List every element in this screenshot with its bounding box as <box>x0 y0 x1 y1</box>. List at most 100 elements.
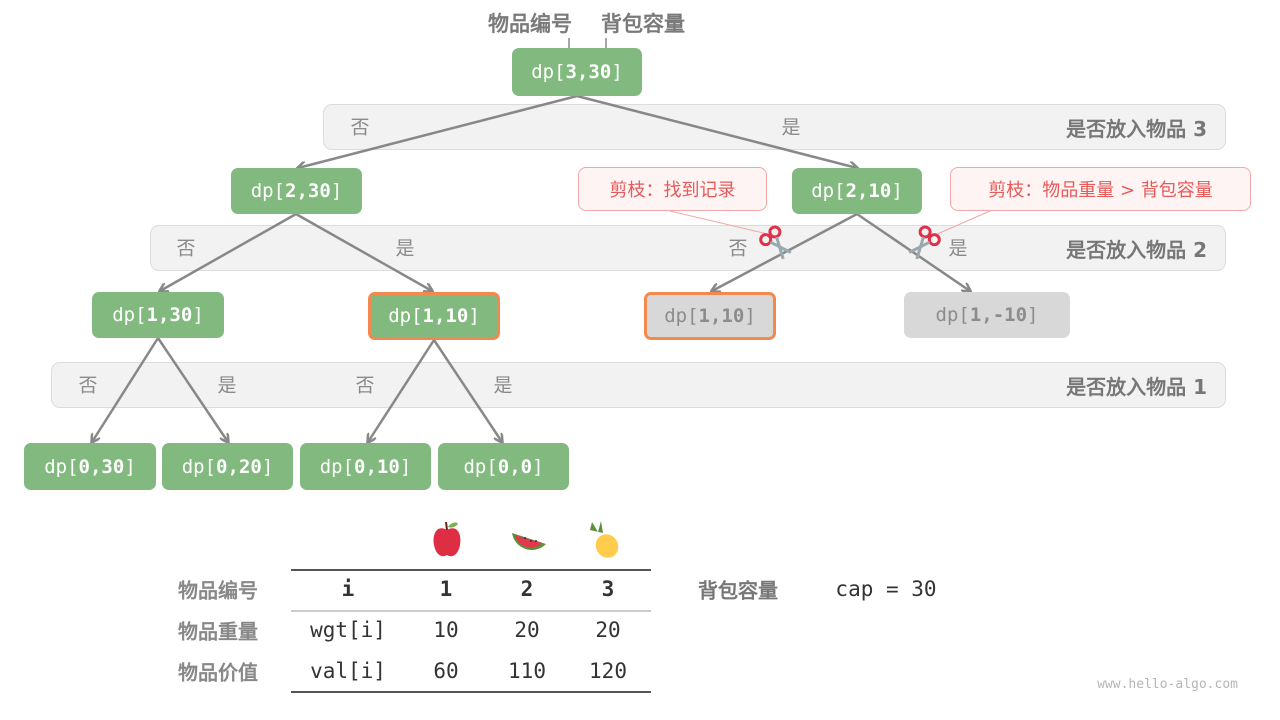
node-suffix: ] <box>891 180 903 202</box>
table-cell: wgt[i] <box>310 618 386 642</box>
node-prefix: dp[ <box>463 455 498 478</box>
table-cell: i <box>341 577 355 601</box>
branch-yes-label: 是 <box>217 374 237 397</box>
node-prefix: dp[ <box>250 180 286 202</box>
table-cell: 3 <box>601 577 615 601</box>
node-args: 1,30 <box>146 304 193 326</box>
tree-edge-arrow <box>295 212 432 291</box>
node-args: 1,10 <box>422 305 469 327</box>
dp-node: dp[1,30] <box>92 292 224 338</box>
band-item-2: 是否放入物品 2 <box>150 225 1226 271</box>
table-cell: 60 <box>433 659 459 683</box>
node-args: 1,-10 <box>969 304 1028 326</box>
dp-node: dp[0,30] <box>24 443 156 490</box>
branch-no-label: 否 <box>728 237 748 260</box>
node-suffix: ] <box>399 455 412 478</box>
node-prefix: dp[ <box>811 180 846 202</box>
tree-edge-arrow <box>298 94 578 168</box>
item-index-header: 物品编号 <box>488 12 572 36</box>
node-prefix: dp[ <box>44 455 79 478</box>
pineapple-icon <box>590 521 619 558</box>
capacity-header: 背包容量 <box>601 12 685 36</box>
band-item-3: 是否放入物品 3 <box>323 104 1226 150</box>
node-args: 2,30 <box>285 180 331 202</box>
prune-callout-memo: 剪枝：找到记录 <box>578 167 767 211</box>
node-suffix: ] <box>611 61 623 83</box>
node-prefix: dp[ <box>319 455 355 478</box>
node-suffix: ] <box>192 304 204 326</box>
node-args: 0,20 <box>216 455 262 478</box>
tree-edge-arrow <box>368 339 436 442</box>
node-args: 2,10 <box>845 180 892 202</box>
dp-node: dp[0,0] <box>438 443 569 490</box>
node-args: 0,30 <box>78 455 125 478</box>
table-row-label: 物品编号 <box>178 578 258 603</box>
callout-leader <box>934 210 991 236</box>
capacity-value: cap = 30 <box>835 577 937 601</box>
branch-yes-label: 是 <box>493 374 513 397</box>
table-cell: 10 <box>433 618 459 642</box>
node-suffix: ] <box>744 305 756 327</box>
dp-node: dp[2,30] <box>231 168 362 214</box>
tree-edge-arrow <box>160 212 297 291</box>
dp-node: dp[2,10] <box>792 168 922 214</box>
node-prefix: dp[ <box>935 304 970 326</box>
table-row-label: 物品价值 <box>178 660 258 685</box>
tree-edge-arrow <box>432 339 502 442</box>
node-prefix: dp[ <box>531 61 566 83</box>
capacity-label: 背包容量 <box>698 578 778 603</box>
table-cell: 1 <box>439 577 453 601</box>
table-mid-rule <box>291 610 651 612</box>
branch-no-label: 否 <box>355 374 375 397</box>
table-cell: 20 <box>595 618 621 642</box>
table-cell: 110 <box>508 659 546 683</box>
node-suffix: ] <box>1027 304 1039 326</box>
node-suffix: ] <box>124 455 136 478</box>
node-prefix: dp[ <box>388 305 423 327</box>
prune-callout-overweight: 剪枝：物品重量 > 背包容量 <box>950 167 1251 211</box>
scissors-icon <box>759 225 792 260</box>
node-args: 1,10 <box>698 305 745 327</box>
node-args: 3,30 <box>565 61 612 83</box>
table-bottom-rule <box>291 691 651 693</box>
node-args: 0,10 <box>354 455 400 478</box>
watermelon-icon <box>512 533 546 550</box>
node-suffix: ] <box>330 180 343 202</box>
branch-no-label: 否 <box>78 374 98 397</box>
table-cell: 20 <box>514 618 540 642</box>
node-prefix: dp[ <box>181 455 217 478</box>
node-prefix: dp[ <box>112 304 147 326</box>
branch-no-label: 否 <box>176 237 196 260</box>
node-suffix: ] <box>261 455 274 478</box>
tree-edge-arrow <box>156 337 228 442</box>
band-label: 是否放入物品 3 <box>1066 116 1207 141</box>
table-cell: val[i] <box>310 659 386 683</box>
dp-node: dp[1,-10] <box>904 292 1070 338</box>
branch-yes-label: 是 <box>781 116 801 139</box>
apple-icon <box>433 521 461 557</box>
callout-leader <box>669 210 769 235</box>
table-top-rule <box>291 569 651 571</box>
band-item-1: 是否放入物品 1 <box>51 362 1226 408</box>
band-label: 是否放入物品 2 <box>1066 237 1207 262</box>
dp-node: dp[1,10] <box>368 292 500 340</box>
table-cell: 120 <box>589 659 627 683</box>
watermark: www.hello-algo.com <box>1097 677 1238 692</box>
node-args: 0,0 <box>497 455 533 478</box>
branch-yes-label: 是 <box>395 237 415 260</box>
scissors-icon <box>908 225 941 260</box>
branch-no-label: 否 <box>350 116 370 139</box>
dp-node: dp[0,10] <box>300 443 431 490</box>
node-suffix: ] <box>468 305 480 327</box>
tree-edge-arrow <box>92 337 160 442</box>
tree-edge-arrow <box>712 212 858 291</box>
dp-node: dp[3,30] <box>512 48 642 96</box>
table-cell: 2 <box>520 577 534 601</box>
node-prefix: dp[ <box>664 305 699 327</box>
node-suffix: ] <box>532 455 544 478</box>
tree-edge-arrow <box>856 212 970 291</box>
dp-node: dp[0,20] <box>162 443 293 490</box>
